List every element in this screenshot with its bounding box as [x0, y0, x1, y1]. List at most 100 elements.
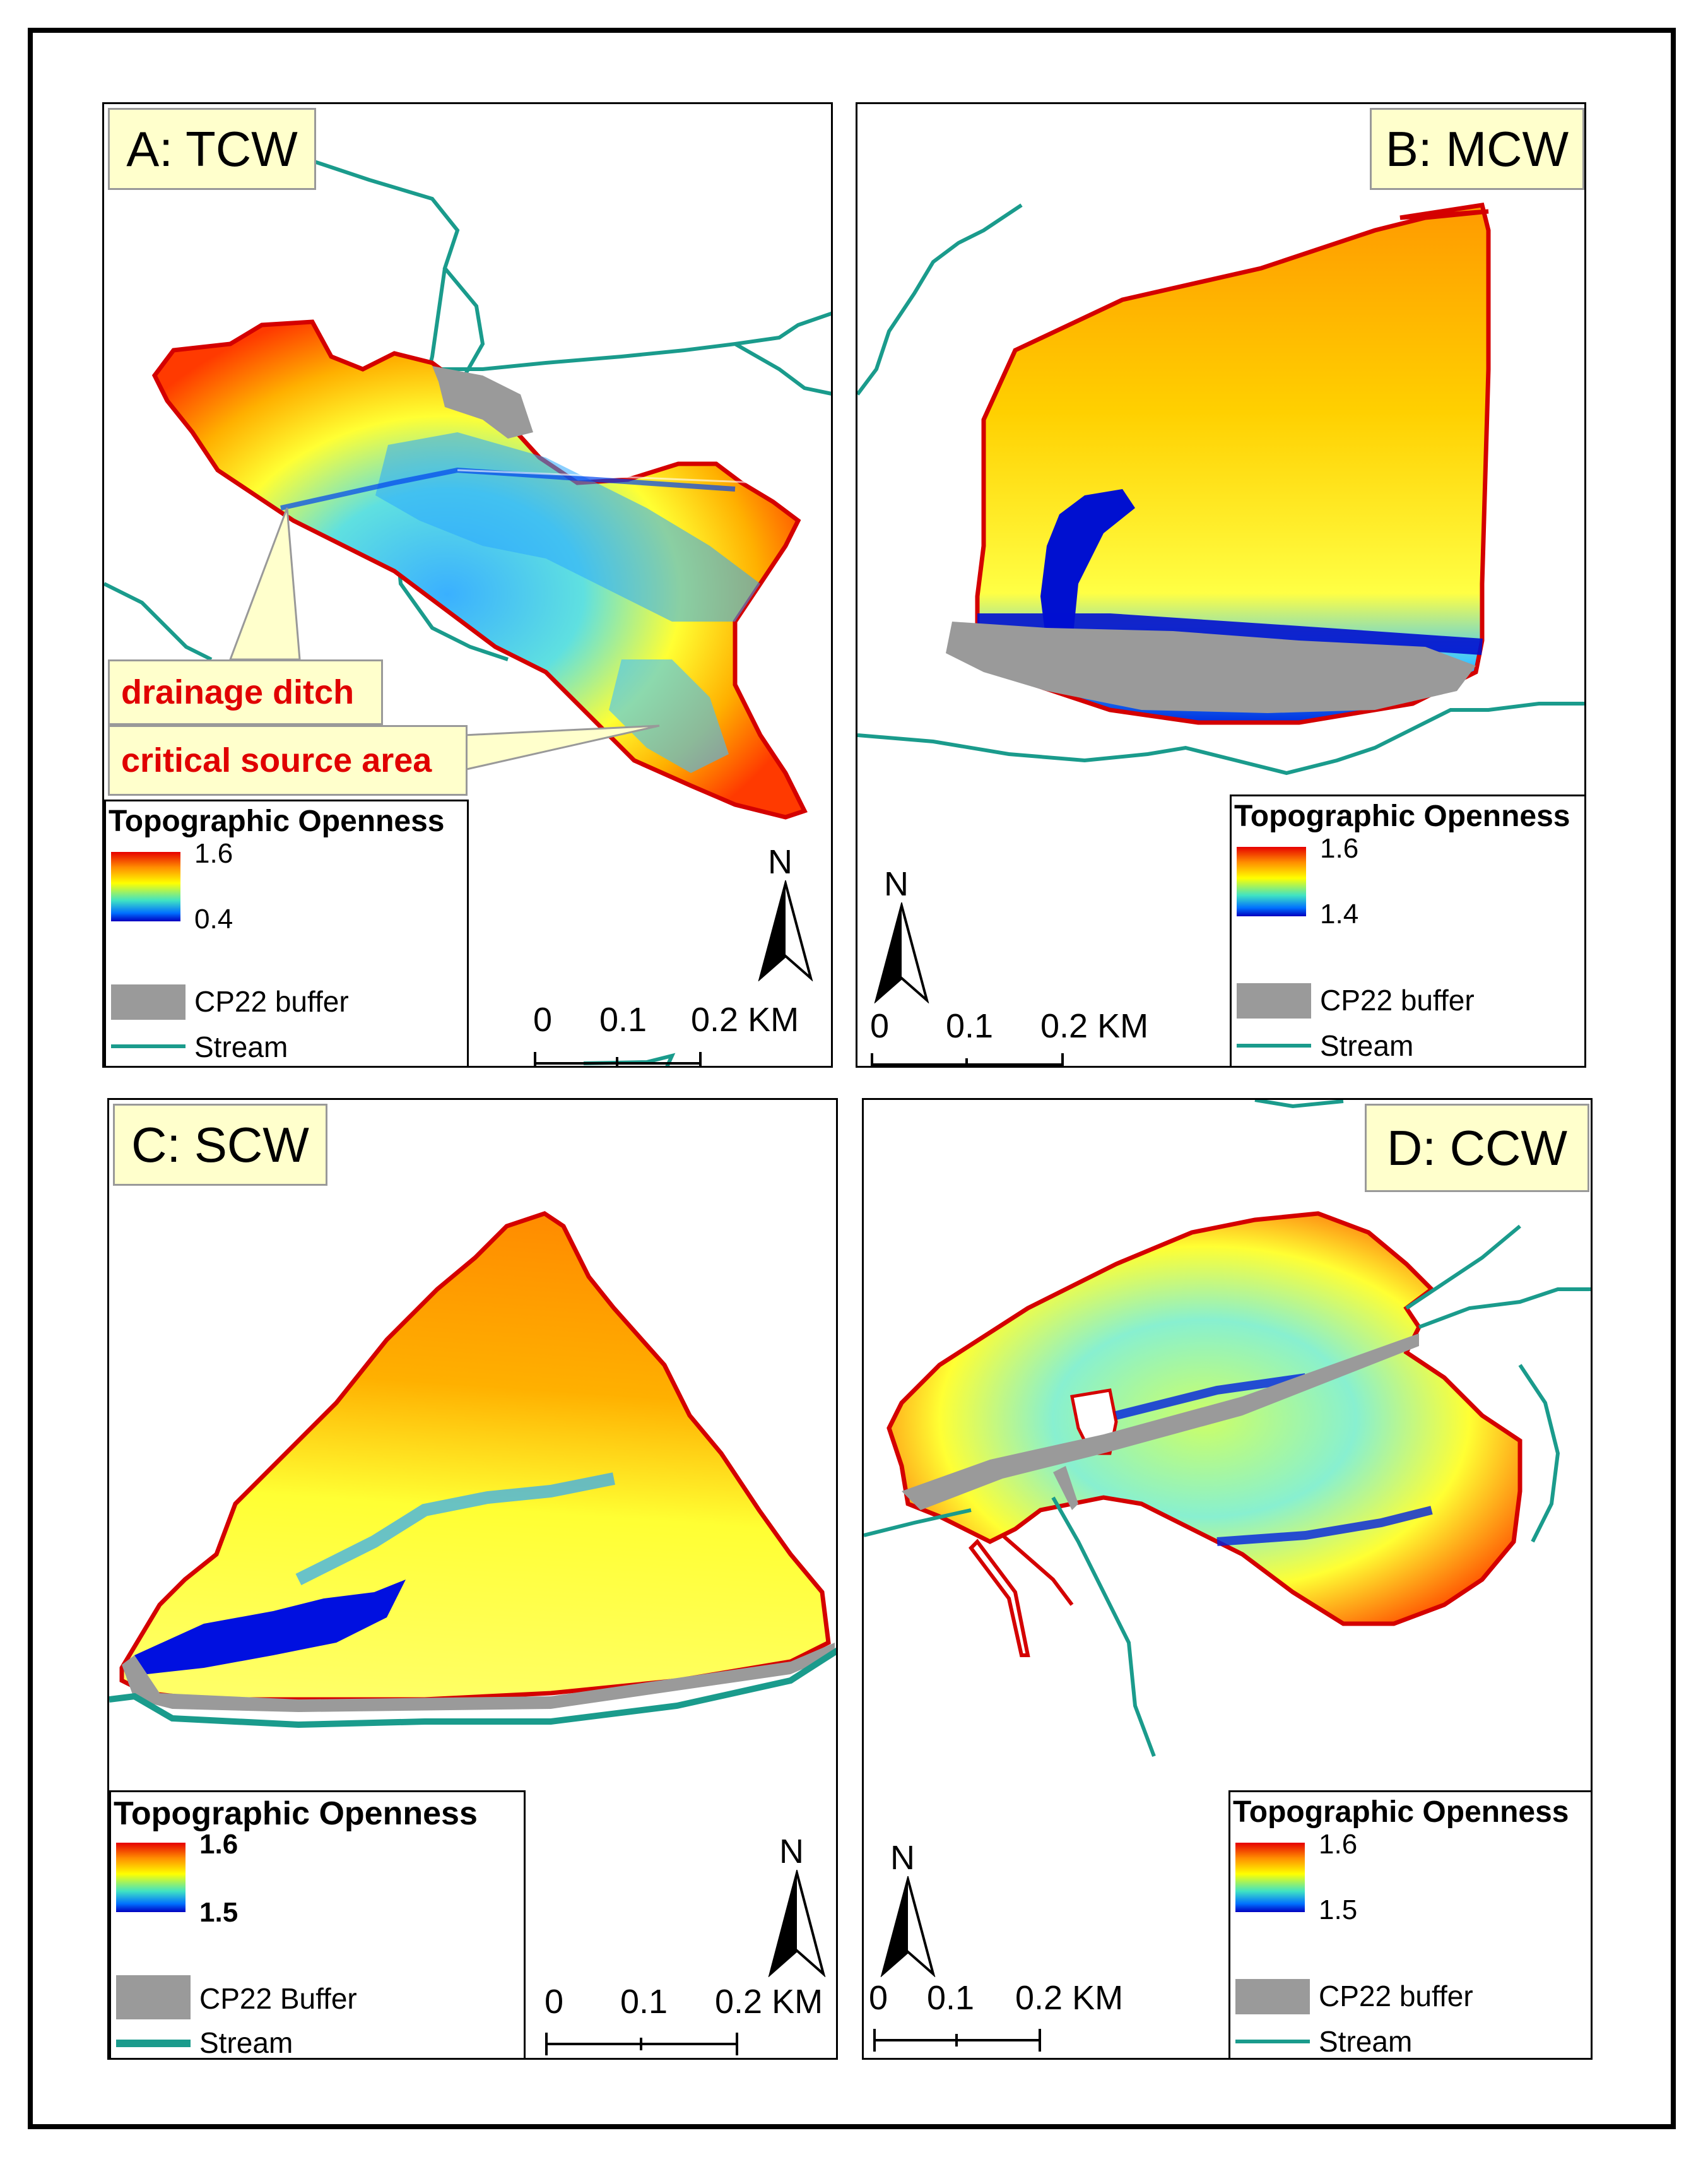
panel-a-title: A: TCW — [108, 108, 316, 190]
legend-b-title: Topographic Openness — [1234, 800, 1570, 833]
panel-a-map — [104, 159, 831, 1066]
stream-swatch-a — [111, 1044, 186, 1048]
cp22-buffer-c — [122, 1643, 835, 1712]
buffer-swatch-d — [1235, 1979, 1310, 2014]
panel-c-scw: C: SCW Topographic Openness 1.6 1.5 CP22… — [107, 1098, 838, 2060]
cp22-buffer-d — [902, 1333, 1419, 1510]
legend-c: Topographic Openness 1.6 1.5 CP22 Buffer… — [109, 1790, 526, 2059]
scale-b-t1: 0.1 — [946, 1007, 994, 1045]
stream-d-e2 — [1518, 1364, 1560, 1543]
scale-b-t0: 0 — [870, 1007, 890, 1045]
stream-swatch-b — [1237, 1044, 1311, 1048]
low-area-a — [375, 432, 760, 622]
north-arrow-a-icon — [758, 880, 813, 981]
legend-a: Topographic Openness 1.6 0.4 CP22 buffer… — [104, 800, 469, 1066]
stream-swatch-d — [1235, 2040, 1310, 2043]
stream-a-west — [104, 582, 213, 661]
figure-frame: A: TCW drainage ditch critical source ar… — [28, 28, 1676, 2129]
scale-c-t1: 0.1 — [620, 1983, 668, 2021]
legend-b-stream-label: Stream — [1320, 1029, 1414, 1062]
north-label-c: N — [779, 1833, 804, 1870]
buffer-swatch-c — [116, 1975, 191, 2019]
legend-d: Topographic Openness 1.6 1.5 CP22 buffer… — [1228, 1790, 1591, 2058]
panel-a-tcw: A: TCW drainage ditch critical source ar… — [102, 102, 833, 1068]
legend-c-max: 1.6 — [199, 1829, 239, 1860]
legend-a-min: 0.4 — [194, 904, 233, 935]
outlet-strip-d1 — [969, 1539, 1030, 1657]
scale-bar-a — [534, 1052, 702, 1066]
scale-c-t2: 0.2 KM — [715, 1983, 823, 2021]
north-arrow-d: N — [876, 1838, 939, 1977]
cp22-buffer-d2 — [1053, 1466, 1078, 1510]
panel-b-map — [857, 203, 1584, 776]
legend-d-stream-label: Stream — [1319, 2025, 1413, 2058]
stream-d-south — [1051, 1496, 1156, 1757]
stream-a-east2 — [734, 342, 831, 396]
legend-c-buffer-label: CP22 Buffer — [199, 1982, 357, 2015]
channel-c — [295, 1472, 615, 1585]
low-area-b — [1040, 489, 1135, 647]
north-arrow-b-icon — [874, 902, 929, 1003]
scale-d-t1: 0.1 — [927, 1979, 975, 2017]
stream-d-west — [864, 1508, 972, 1537]
stream-c — [109, 1647, 836, 1728]
stream-a-main — [312, 159, 509, 661]
legend-c-stream-label: Stream — [199, 2026, 293, 2059]
legend-d-min: 1.5 — [1319, 1894, 1358, 1925]
color-ramp-d — [1235, 1843, 1305, 1912]
north-arrow-d-icon — [880, 1876, 936, 1977]
stream-d-e — [1418, 1287, 1591, 1329]
scale-bar-c — [545, 2033, 738, 2055]
north-label-a: N — [768, 843, 792, 881]
callout-drainage-ditch: drainage ditch — [108, 659, 383, 725]
panel-d-ccw: D: CCW N 0 0.1 0.2 KM Topographic Openne… — [862, 1098, 1593, 2060]
north-arrow-c: N — [765, 1832, 828, 1977]
stream-b-south — [857, 702, 1584, 776]
north-arrow-b: N — [870, 865, 933, 1003]
cp22-buffer-a — [432, 366, 533, 439]
legend-b-min: 1.4 — [1320, 899, 1359, 930]
legend-a-stream-label: Stream — [194, 1031, 288, 1063]
panel-b-title: B: MCW — [1370, 108, 1584, 190]
legend-b: Topographic Openness 1.6 1.4 CP22 buffer… — [1230, 795, 1584, 1066]
legend-d-max: 1.6 — [1319, 1829, 1358, 1860]
ditch-line-a — [280, 467, 736, 511]
scale-bar-d — [873, 2029, 1041, 2052]
buffer-swatch-a — [111, 984, 186, 1020]
legend-c-min: 1.5 — [199, 1897, 239, 1928]
channel-d1 — [1115, 1373, 1306, 1420]
callout-pointer-ditch — [228, 507, 301, 661]
road-line-a — [457, 469, 761, 484]
low-area-c — [134, 1580, 406, 1674]
stream-d-ne — [1405, 1224, 1521, 1310]
panel-d-title: D: CCW — [1365, 1104, 1589, 1192]
panel-c-title: C: SCW — [113, 1104, 327, 1186]
color-ramp-b — [1237, 847, 1306, 916]
cp22-buffer-b — [946, 622, 1476, 713]
panel-d-map — [864, 1100, 1591, 1757]
legend-a-title: Topographic Openness — [109, 805, 445, 838]
scale-d-t2: 0.2 KM — [1015, 1979, 1124, 2017]
legend-d-buffer-label: CP22 buffer — [1319, 1980, 1473, 2012]
legend-a-max: 1.6 — [194, 838, 233, 869]
scale-a-t0: 0 — [533, 1001, 553, 1039]
legend-b-max: 1.6 — [1320, 833, 1359, 864]
scale-a-t2: 0.2 KM — [691, 1001, 799, 1039]
legend-c-title: Topographic Openness — [114, 1795, 478, 1832]
outlet-strip-d2 — [1001, 1533, 1074, 1606]
callout-critical-source-area: critical source area — [108, 725, 468, 796]
scale-d-t0: 0 — [869, 1979, 888, 2017]
north-label-b: N — [884, 865, 909, 903]
stream-b-north — [857, 203, 1023, 396]
scale-c-t0: 0 — [545, 1983, 564, 2021]
panel-b-mcw: B: MCW N 0 0.1 0.2 KM Topographic Openne… — [856, 102, 1586, 1068]
legend-b-buffer-label: CP22 buffer — [1320, 984, 1475, 1017]
scale-bar-b — [870, 1053, 1066, 1066]
stream-swatch-c — [116, 2040, 191, 2047]
color-ramp-a — [111, 852, 180, 921]
stream-a-east — [432, 311, 831, 371]
legend-a-buffer-label: CP22 buffer — [194, 985, 349, 1018]
scale-b-t2: 0.2 KM — [1040, 1007, 1149, 1045]
north-arrow-c-icon — [768, 1870, 826, 1977]
north-label-d: N — [890, 1839, 915, 1877]
